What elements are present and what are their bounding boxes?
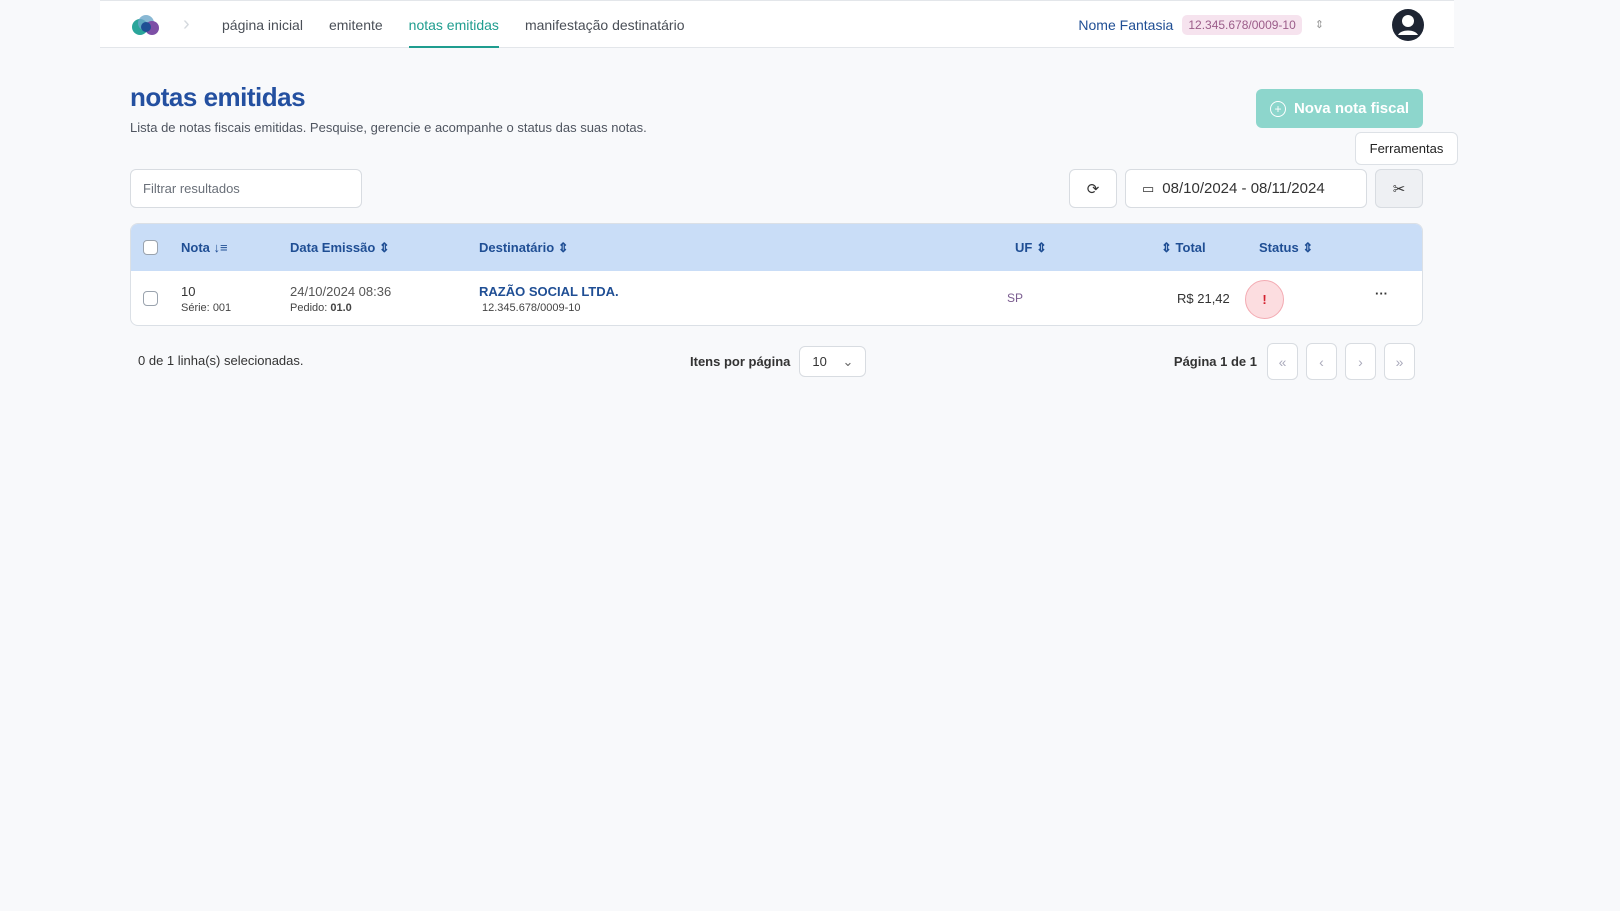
nav-notas-emitidas[interactable]: notas emitidas xyxy=(408,16,500,48)
date-range-picker[interactable]: ▭ 08/10/2024 - 08/11/2024 xyxy=(1125,169,1367,208)
select-all-checkbox[interactable] xyxy=(143,240,158,255)
org-name[interactable]: Nome Fantasia xyxy=(1078,16,1174,33)
tools-icon: ✂ xyxy=(1392,180,1406,198)
sort-icon: ⇕ xyxy=(1302,240,1314,255)
total: R$ 21,42 xyxy=(1177,291,1230,306)
logo-icon[interactable] xyxy=(130,14,162,36)
chevron-right-icon: › xyxy=(183,13,190,35)
sort-icon: ⇕ xyxy=(378,240,390,255)
per-page-select[interactable]: 10 ⌄ xyxy=(799,346,867,377)
nota-number: 10 xyxy=(181,284,196,299)
col-total[interactable]: ⇕ Total xyxy=(1161,240,1206,255)
emission-date: 24/10/2024 08:36 xyxy=(290,284,392,299)
page-subtitle: Lista de notas fiscais emitidas. Pesquis… xyxy=(130,120,647,135)
row-checkbox[interactable] xyxy=(143,291,158,306)
refresh-icon: ⟳ xyxy=(1086,180,1100,198)
nav-pagina-inicial[interactable]: página inicial xyxy=(222,16,303,33)
sort-icon: ⇕ xyxy=(1035,240,1047,255)
new-invoice-button[interactable]: + Nova nota fiscal xyxy=(1256,89,1423,128)
more-actions-icon[interactable]: ··· xyxy=(1375,286,1388,301)
plus-circle-icon: + xyxy=(1269,100,1286,117)
col-status[interactable]: Status ⇕ xyxy=(1259,240,1314,255)
sort-icon: ⇕ xyxy=(557,240,569,255)
org-switcher[interactable]: Nome Fantasia 12.345.678/0009-10 ⇕ xyxy=(1078,1,1324,48)
nav-manifestacao[interactable]: manifestação destinatário xyxy=(524,16,685,33)
pagination: Página 1 de 1 « ‹ › » xyxy=(1174,343,1415,380)
avatar[interactable] xyxy=(1392,9,1424,41)
per-page-label: Itens por página xyxy=(690,354,791,369)
recipient-name[interactable]: RAZÃO SOCIAL LTDA. xyxy=(479,284,619,299)
tooltip: Ferramentas xyxy=(1355,132,1458,165)
col-nota[interactable]: Nota ↓≡ xyxy=(181,240,228,255)
org-switch-icon[interactable]: ⇕ xyxy=(1314,19,1324,31)
top-nav: › página inicial emitente notas emitidas… xyxy=(100,0,1454,48)
first-page-button[interactable]: « xyxy=(1267,343,1298,380)
pedido: Pedido: 01.0 xyxy=(290,302,352,314)
table-header: Nota ↓≡ Data Emissão ⇕ Destinatário ⇕ UF… xyxy=(131,224,1422,271)
sort-icon: ⇕ xyxy=(1161,240,1172,255)
recipient-cnpj: 12.345.678/0009-10 xyxy=(482,302,581,314)
serie: Série: 001 xyxy=(181,302,232,314)
col-destinatario[interactable]: Destinatário ⇕ xyxy=(479,240,569,255)
refresh-button[interactable]: ⟳ xyxy=(1069,169,1117,208)
tools-button[interactable]: ✂ xyxy=(1375,169,1423,208)
uf: SP xyxy=(1007,291,1024,305)
selection-count: 0 de 1 linha(s) selecionadas. xyxy=(138,353,304,368)
status-error-icon[interactable]: ! xyxy=(1245,280,1284,319)
org-cnpj-badge: 12.345.678/0009-10 xyxy=(1182,14,1302,35)
nav-emitente[interactable]: emitente xyxy=(328,16,383,33)
col-uf[interactable]: UF ⇕ xyxy=(1015,240,1047,255)
nav-links: página inicial emitente notas emitidas m… xyxy=(222,1,684,48)
last-page-button[interactable]: » xyxy=(1384,343,1415,380)
page-title: notas emitidas xyxy=(130,82,306,112)
page-info: Página 1 de 1 xyxy=(1173,354,1257,369)
per-page-control: Itens por página 10 ⌄ xyxy=(690,346,867,377)
col-data[interactable]: Data Emissão ⇕ xyxy=(290,240,390,255)
sort-desc-icon: ↓≡ xyxy=(213,240,228,255)
invoices-table: Nota ↓≡ Data Emissão ⇕ Destinatário ⇕ UF… xyxy=(130,223,1423,326)
filter-input[interactable] xyxy=(130,169,362,208)
calendar-icon: ▭ xyxy=(1142,180,1155,196)
next-page-button[interactable]: › xyxy=(1345,343,1376,380)
prev-page-button[interactable]: ‹ xyxy=(1306,343,1337,380)
chevron-down-icon: ⌄ xyxy=(842,354,854,369)
